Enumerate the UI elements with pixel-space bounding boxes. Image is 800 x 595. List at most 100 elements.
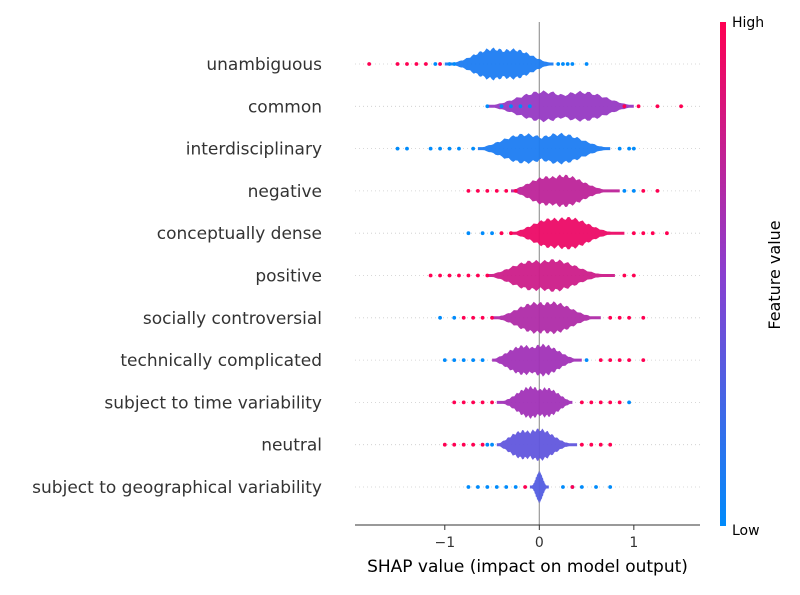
feature-label: interdisciplinary xyxy=(186,140,322,160)
dot-high-value xyxy=(405,62,409,66)
dot-layer xyxy=(367,62,683,489)
dot-high-value xyxy=(598,442,603,447)
dot-high-value xyxy=(650,231,655,236)
dot-low-value xyxy=(631,189,636,193)
dot-low-value xyxy=(608,485,613,489)
dot-low-value xyxy=(405,146,409,151)
feature-label: subject to geographical variability xyxy=(32,478,322,498)
dot-high-value xyxy=(631,273,636,278)
dot-high-value xyxy=(631,231,636,236)
colorbar: High Low Feature value xyxy=(720,15,784,539)
dot-low-value xyxy=(485,104,490,109)
dot-high-value xyxy=(617,400,622,405)
dot-low-value xyxy=(627,400,632,405)
dot-high-value xyxy=(589,442,594,447)
dot-high-value xyxy=(608,358,613,362)
colorbar-high-label: High xyxy=(732,15,764,31)
dot-low-value xyxy=(499,104,504,109)
dot-high-value xyxy=(598,358,603,362)
dot-low-value xyxy=(395,146,400,151)
colorbar-title: Feature value xyxy=(765,220,784,329)
dot-high-value xyxy=(627,358,632,362)
dot-high-value xyxy=(480,315,485,320)
dot-high-value xyxy=(485,189,490,193)
dot-high-value xyxy=(641,315,646,320)
dot-high-value xyxy=(579,400,584,405)
dot-high-value xyxy=(471,315,476,320)
x-axis-label: SHAP value (impact on model output) xyxy=(367,557,688,577)
dot-low-value xyxy=(438,146,442,151)
dot-high-value xyxy=(608,400,613,405)
dot-high-value xyxy=(655,104,660,109)
violin-body xyxy=(477,132,611,165)
dot-low-value xyxy=(561,62,565,66)
dot-high-value xyxy=(485,273,490,278)
dot-high-value xyxy=(579,442,584,447)
feature-label: socially controversial xyxy=(143,309,322,329)
dot-low-value xyxy=(471,146,476,151)
violin-body xyxy=(487,90,634,123)
dot-high-value xyxy=(457,273,461,278)
dot-low-value xyxy=(594,485,598,489)
dot-high-value xyxy=(442,442,447,447)
dot-high-value xyxy=(617,358,622,362)
dot-low-value xyxy=(471,358,476,362)
dot-high-value xyxy=(466,273,471,278)
dot-high-value xyxy=(641,358,646,362)
dot-low-value xyxy=(513,485,518,489)
violin-body xyxy=(511,174,620,208)
dot-low-value xyxy=(527,104,532,109)
dot-high-value xyxy=(475,189,480,193)
dot-high-value xyxy=(447,273,452,278)
feature-label: common xyxy=(248,97,322,117)
colorbar-gradient xyxy=(720,22,726,526)
dot-high-value xyxy=(461,442,466,447)
dot-low-value xyxy=(466,485,471,489)
dot-high-value xyxy=(423,62,428,66)
violin-body xyxy=(492,301,601,335)
dot-low-value xyxy=(565,62,570,66)
feature-label: negative xyxy=(248,182,322,202)
dot-low-value xyxy=(457,146,461,151)
feature-label: positive xyxy=(255,267,322,287)
dot-low-value xyxy=(509,104,513,109)
dot-low-value xyxy=(452,62,457,66)
dot-high-value xyxy=(471,400,476,405)
dot-high-value xyxy=(471,442,476,447)
dot-low-value xyxy=(622,189,627,193)
x-tick-label: 1 xyxy=(629,535,638,551)
dot-low-value xyxy=(485,485,490,489)
dot-low-value xyxy=(570,62,575,66)
feature-label: conceptually dense xyxy=(157,224,322,244)
dot-high-value xyxy=(622,104,627,109)
dot-high-value xyxy=(509,231,513,236)
dot-high-value xyxy=(480,400,485,405)
dot-low-value xyxy=(584,62,589,66)
violin-body xyxy=(511,217,625,250)
dot-high-value xyxy=(490,400,494,405)
dot-high-value xyxy=(461,315,466,320)
dot-high-value xyxy=(438,62,442,66)
dot-high-value xyxy=(367,62,372,66)
dot-low-value xyxy=(438,315,442,320)
dot-high-value xyxy=(570,485,575,489)
feature-label: unambiguous xyxy=(206,55,322,75)
violin-body xyxy=(529,470,549,504)
dot-high-value xyxy=(641,231,646,236)
dot-low-value xyxy=(631,146,636,151)
dot-low-value xyxy=(466,231,471,236)
dot-low-value xyxy=(494,485,499,489)
x-tick-label: −1 xyxy=(434,535,455,551)
dot-low-value xyxy=(433,62,438,66)
dot-low-value xyxy=(627,146,632,151)
dot-high-value xyxy=(438,273,442,278)
colorbar-low-label: Low xyxy=(732,523,760,539)
dot-high-value xyxy=(641,189,646,193)
dot-low-value xyxy=(480,231,485,236)
dot-low-value xyxy=(480,358,485,362)
x-tick-label: 0 xyxy=(535,535,544,551)
dot-high-value xyxy=(428,273,433,278)
dot-high-value xyxy=(452,400,457,405)
